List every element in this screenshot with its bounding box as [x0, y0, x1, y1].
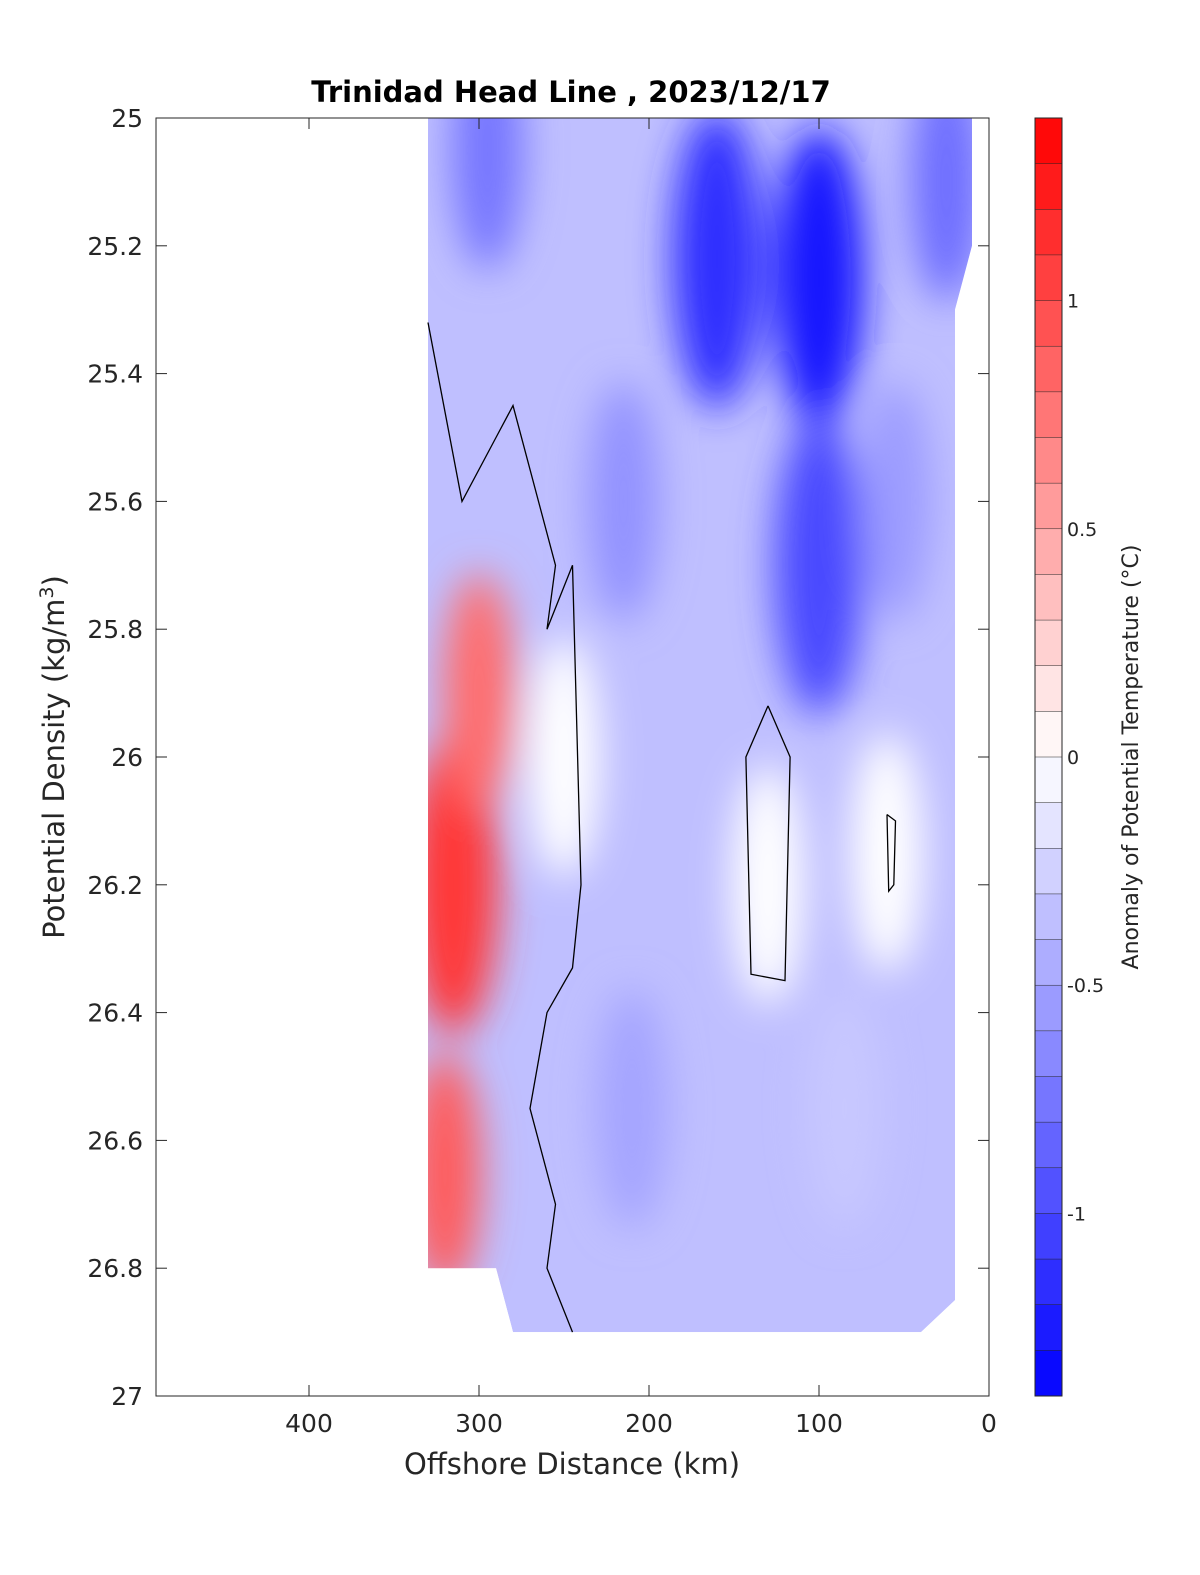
y-tick-label: 25.2 — [87, 232, 143, 261]
feature-neutral-pocket-shore — [851, 732, 923, 973]
colorbar-tick-label: 1 — [1067, 291, 1079, 313]
x-tick-label: 0 — [981, 1409, 997, 1438]
y-tick-label: 26 — [111, 743, 143, 772]
colorbar-step — [1035, 1350, 1062, 1397]
zero-contour-shore — [886, 813, 897, 893]
axes: 400 300 200 100 0 25 25.2 25.4 25.6 25.8 26 26.2 26.… — [87, 104, 997, 1438]
colorbar-step — [1035, 209, 1062, 256]
y-axis-label-main: Potential Density (kg/m — [37, 599, 71, 939]
y-tick-label: 26.6 — [87, 1126, 143, 1155]
y-tick-label: 25 — [111, 104, 143, 133]
zero-contour-pocket — [745, 705, 791, 982]
y-tick-label: 25.8 — [87, 615, 143, 644]
feature-cold-shore-mid — [859, 381, 932, 622]
colorbar-step — [1035, 300, 1062, 347]
y-tick-label: 25.6 — [87, 487, 143, 516]
colorbar-step — [1035, 757, 1062, 804]
colorbar: 1 0.5 0 -0.5 -1 — [1034, 117, 1104, 1397]
colorbar-step — [1035, 1167, 1062, 1214]
anomaly-field — [428, 118, 972, 1333]
colorbar-step — [1035, 1122, 1062, 1169]
feature-neutral-band — [528, 637, 600, 877]
y-axis-label-close: ) — [37, 575, 71, 586]
x-tick-label: 200 — [625, 1409, 673, 1438]
colorbar-step — [1035, 939, 1062, 986]
colorbar-step — [1035, 254, 1062, 302]
colorbar-step — [1035, 1304, 1062, 1351]
y-tick-label: 26.8 — [87, 1254, 143, 1283]
zero-contours — [427, 322, 897, 1333]
feature-warm-deep — [428, 1052, 481, 1293]
colorbar-tick-label: 0 — [1067, 747, 1079, 769]
y-tick-label: 26.2 — [87, 871, 143, 900]
y-tick-label: 25.4 — [87, 360, 143, 389]
colorbar-step — [1035, 574, 1062, 621]
colorbar-tick-label: -1 — [1067, 1203, 1086, 1225]
colorbar-box — [1034, 117, 1063, 1397]
colorbar-step — [1035, 620, 1062, 667]
colorbar-step — [1035, 802, 1062, 849]
colorbar-step — [1035, 1213, 1062, 1260]
feature-cold-column — [587, 381, 660, 622]
y-axis-label: Potential Density (kg/m3) — [36, 575, 71, 939]
colorbar-step — [1035, 1030, 1062, 1077]
colorbar-step — [1035, 711, 1062, 758]
x-tick-label: 300 — [455, 1409, 503, 1438]
colorbar-step — [1035, 346, 1062, 393]
feature-cold-shore-edge — [910, 118, 972, 302]
feature-warm-upper-lobe — [443, 573, 515, 814]
feature-cold-tongue — [774, 415, 864, 716]
y-axis-label-sup: 3 — [36, 586, 58, 598]
colorbar-step — [1035, 848, 1062, 895]
colorbar-tick-label: -0.5 — [1067, 975, 1104, 997]
colorbar-step — [1035, 893, 1062, 941]
colorbar-step — [1035, 118, 1062, 165]
feature-cold-column-deep — [596, 988, 668, 1229]
feature-neutral-pocket — [732, 764, 804, 1005]
colorbar-step — [1035, 1259, 1062, 1306]
chart-title: Trinidad Head Line , 2023/12/17 — [311, 75, 831, 109]
x-tick-label: 400 — [285, 1409, 333, 1438]
colorbar-tick-label: 0.5 — [1067, 519, 1097, 541]
y-tick-label: 27 — [111, 1382, 143, 1411]
feature-cold-lower-mid — [808, 988, 881, 1229]
feature-cold-core-mid — [672, 118, 762, 409]
x-axis-label: Offshore Distance (km) — [404, 1447, 740, 1481]
colorbar-step — [1035, 483, 1062, 530]
colorbar-step — [1035, 985, 1062, 1032]
zero-contour-main — [427, 322, 582, 1333]
colorbar-label: Anomaly of Potential Temperature (°C) — [1119, 545, 1144, 970]
colorbar-step — [1035, 391, 1062, 438]
colorbar-step — [1035, 163, 1062, 210]
feature-cold-core-nearshore — [774, 127, 864, 428]
colorbar-step — [1035, 528, 1062, 575]
feature-cold-upper-offshore — [451, 118, 524, 270]
colorbar-step — [1035, 437, 1062, 484]
x-tick-label: 100 — [795, 1409, 843, 1438]
colorbar-step — [1035, 1076, 1062, 1123]
y-tick-label: 26.4 — [87, 999, 143, 1028]
colorbar-step — [1035, 665, 1062, 712]
